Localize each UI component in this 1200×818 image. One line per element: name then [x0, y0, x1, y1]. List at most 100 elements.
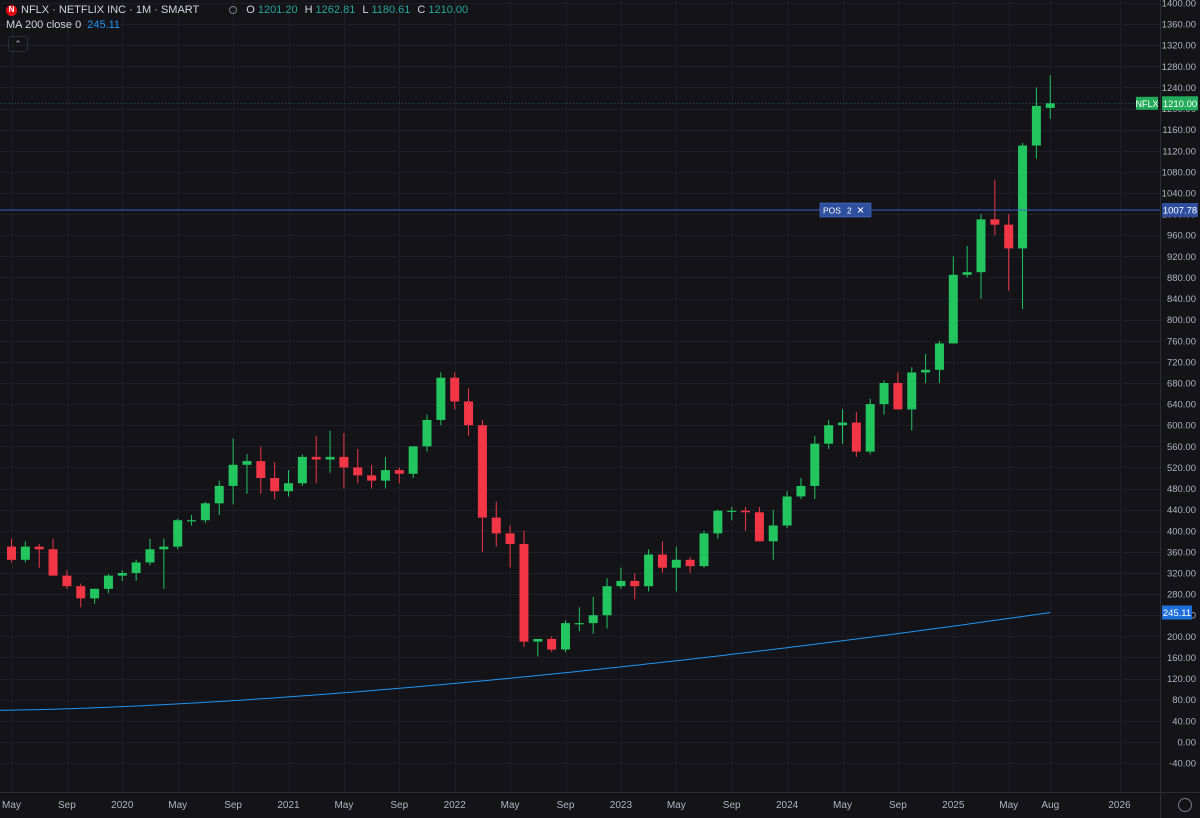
candle — [187, 514, 197, 526]
candle-body — [990, 219, 1000, 225]
symbol-title[interactable]: NFLX · NETFLIX INC · 1M · SMART — [21, 4, 200, 16]
price-tick-label: 480.00 — [1167, 484, 1196, 495]
candle — [477, 419, 487, 552]
candle-body — [34, 546, 44, 550]
time-tick-label: May — [334, 800, 353, 811]
candle — [353, 448, 363, 484]
candle — [810, 435, 820, 500]
candle — [921, 353, 931, 383]
ma-indicator-legend[interactable]: MA 200 close 0 245.11 — [6, 19, 120, 31]
candle — [200, 501, 210, 523]
time-tick-label: 2025 — [942, 800, 965, 811]
time-tick-label: 2024 — [776, 800, 799, 811]
price-tick-label: 1240.00 — [1162, 83, 1196, 94]
time-tick-label: May — [501, 800, 520, 811]
candle — [948, 256, 958, 344]
candle — [657, 541, 667, 573]
time-tick-label: 2020 — [111, 800, 134, 811]
position-tag[interactable]: POS 2 — [819, 202, 872, 218]
candle-body — [242, 461, 252, 465]
collapse-legend-button[interactable]: ⌃ — [8, 36, 28, 52]
candle — [367, 464, 377, 489]
candle — [616, 567, 626, 589]
close-label: C — [417, 4, 426, 16]
time-tick-label: Aug — [1041, 800, 1059, 811]
time-tick-label: Sep — [723, 800, 741, 811]
candle-body — [630, 580, 640, 587]
candle — [879, 380, 889, 415]
candle — [741, 507, 751, 531]
price-tick-label: 560.00 — [1167, 442, 1196, 453]
candle-body — [727, 510, 737, 512]
position-tag-bg — [819, 202, 872, 218]
candle-body — [76, 586, 86, 599]
candle-body — [311, 456, 321, 460]
candle-body — [214, 485, 224, 504]
candle — [865, 398, 875, 455]
candle-body — [394, 470, 404, 474]
price-tick-label: 880.00 — [1167, 273, 1196, 284]
price-tick-label: 40.00 — [1172, 716, 1196, 727]
candle-body — [477, 425, 487, 518]
candle — [907, 367, 917, 431]
price-tick-label: 1400.00 — [1162, 0, 1196, 10]
price-tick-label: 1360.00 — [1162, 20, 1196, 31]
time-tick-label: May — [833, 800, 852, 811]
candle — [256, 446, 266, 494]
high-value: 1262.81 — [315, 4, 356, 16]
candle-body — [450, 377, 460, 402]
candle — [699, 530, 709, 568]
candle-body — [713, 510, 723, 534]
price-tick-label: 320.00 — [1167, 569, 1196, 580]
candle-body — [339, 456, 349, 468]
time-tick-label: 2021 — [277, 800, 300, 811]
time-tick-label: May — [999, 800, 1018, 811]
price-tick-label: 400.00 — [1167, 526, 1196, 537]
candle-body — [1045, 103, 1055, 108]
candle — [838, 409, 847, 444]
status-dot-icon — [229, 6, 238, 14]
position-tag-qty: 2 — [847, 206, 852, 216]
price-tick-label: 1080.00 — [1162, 167, 1196, 178]
time-tick-label: Sep — [58, 800, 76, 811]
netflix-logo-icon: N — [6, 4, 17, 16]
candle — [450, 372, 460, 410]
price-tick-label: 200.00 — [1167, 632, 1196, 643]
candle-body — [1018, 145, 1028, 249]
candle-body — [533, 638, 543, 642]
candle-body — [270, 478, 280, 492]
candle-body — [103, 575, 113, 589]
candle — [505, 525, 515, 568]
candle-body — [824, 425, 834, 444]
last-price-badge-bg — [1162, 96, 1198, 111]
candle — [561, 620, 570, 653]
last-price-badge: 1210.00 — [1163, 99, 1197, 110]
price-tick-label: 1280.00 — [1162, 62, 1196, 73]
candle-body — [741, 510, 751, 513]
time-tick-label: May — [168, 800, 187, 811]
candle-body — [962, 272, 972, 275]
axis-settings-icon[interactable] — [1178, 798, 1192, 812]
candle — [990, 179, 1000, 236]
symbol-tag-label: NFLX — [1135, 99, 1158, 109]
candle — [422, 414, 432, 452]
price-tick-label: -40.00 — [1169, 759, 1196, 770]
candle — [297, 454, 307, 486]
candle — [893, 372, 903, 410]
candle-body — [117, 573, 127, 576]
price-tick-label: 120.00 — [1167, 674, 1196, 685]
candle — [796, 478, 806, 500]
ma-indicator-label: MA 200 close 0 — [6, 19, 82, 31]
candle — [782, 491, 792, 529]
candle — [644, 549, 654, 592]
candle-body — [145, 549, 155, 563]
price-tick-label: 640.00 — [1167, 400, 1196, 411]
candle-body — [754, 512, 764, 542]
candle — [48, 538, 58, 576]
close-value: 1210.00 — [428, 4, 469, 16]
time-tick-label: Sep — [557, 800, 575, 811]
candle — [131, 559, 141, 581]
candle-body — [62, 575, 72, 587]
candle-body — [616, 580, 626, 587]
